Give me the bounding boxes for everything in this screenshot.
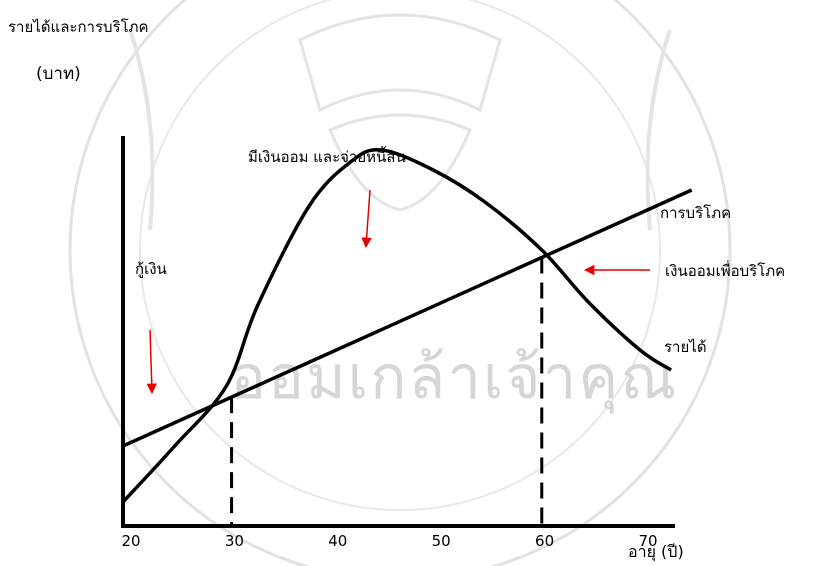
x-tick-label-50: 50 bbox=[431, 532, 451, 550]
annotation-borrow: กู้เงิน bbox=[135, 260, 167, 278]
series-line-1 bbox=[121, 148, 672, 504]
x-tick-label-70: 70 bbox=[638, 532, 658, 550]
series-line-0 bbox=[122, 188, 693, 448]
series-label-consumption: การบริโภค bbox=[660, 204, 732, 222]
annotation-saving: มีเงินออม และจ่ายหนี้สิน bbox=[248, 148, 406, 166]
y-axis-label: รายได้และการบริโภค bbox=[8, 18, 149, 36]
arrow-saving bbox=[361, 189, 372, 249]
y-axis-unit: (บาท) bbox=[36, 64, 81, 84]
arrow-borrow bbox=[146, 329, 157, 395]
x-tick-label-40: 40 bbox=[328, 532, 348, 550]
series-label-income: รายได้ bbox=[664, 338, 707, 356]
x-tick-label-20: 20 bbox=[121, 532, 141, 550]
x-tick-label-30: 30 bbox=[224, 532, 244, 550]
chart-axes bbox=[121, 136, 675, 528]
annotation-dissaving: เงินออมเพื่อบริโภค bbox=[665, 262, 786, 280]
x-tick-label-60: 60 bbox=[535, 532, 555, 550]
x-axis-label: อายุ (ปี) bbox=[628, 542, 684, 561]
